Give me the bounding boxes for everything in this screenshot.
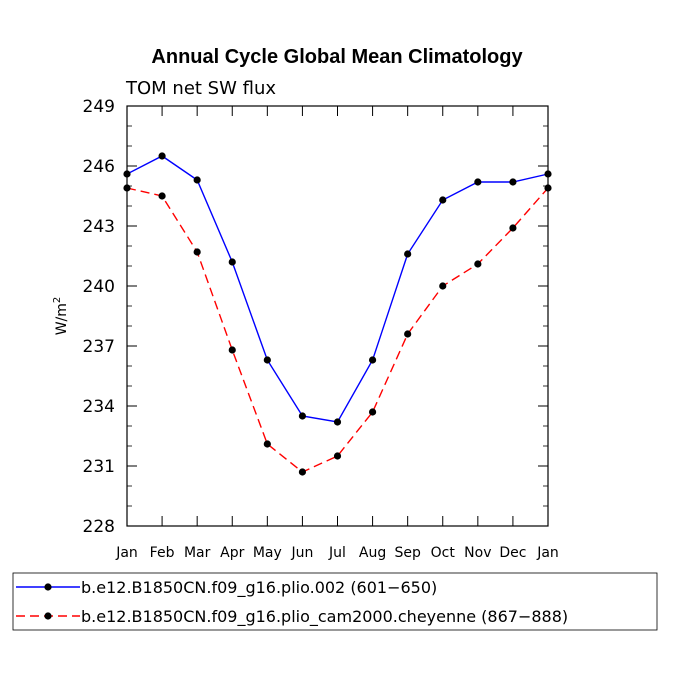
x-tick-label: Dec <box>499 545 526 561</box>
x-tick-label: Jun <box>290 545 313 561</box>
x-tick-label: Apr <box>220 545 244 561</box>
series-1 <box>123 152 552 426</box>
legend-item-1: b.e12.B1850CN.f09_g16.plio.002 (601−650) <box>16 578 437 598</box>
data-point <box>333 418 342 426</box>
data-point <box>193 248 201 256</box>
data-point <box>404 250 412 258</box>
y-axis: 228 231 234 237 240 243 246 249 <box>83 97 548 537</box>
data-point <box>158 192 166 200</box>
data-point <box>474 260 482 268</box>
y-tick-label: 237 <box>83 337 115 357</box>
x-tick-label: Mar <box>184 545 211 561</box>
legend-label: b.e12.B1850CN.f09_g16.plio.002 (601−650) <box>81 578 437 598</box>
data-point <box>263 440 271 448</box>
data-point <box>193 176 201 184</box>
y-tick-label: 246 <box>83 157 115 177</box>
x-tick-label: May <box>253 545 282 561</box>
data-point <box>333 452 342 460</box>
series-line <box>126 155 549 423</box>
x-tick-label: Jul <box>328 545 346 561</box>
data-point <box>123 184 131 192</box>
y-tick-label: 228 <box>83 517 115 537</box>
y-axis-label-base: W/m <box>54 303 70 335</box>
legend-box <box>12 572 658 631</box>
series-2 <box>123 184 552 476</box>
y-axis-label-superscript: 2 <box>52 297 63 303</box>
data-point <box>368 408 377 416</box>
data-point <box>439 196 447 204</box>
data-point <box>509 224 517 232</box>
data-point <box>544 170 552 178</box>
x-tick-label: Feb <box>150 545 175 561</box>
data-point <box>228 346 236 354</box>
data-point <box>544 184 552 192</box>
series-layer <box>123 152 552 476</box>
data-point <box>474 178 482 186</box>
y-tick-label: 249 <box>83 97 115 117</box>
x-tick-label: Oct <box>431 545 456 561</box>
y-tick-label: 234 <box>83 397 115 417</box>
series-line <box>126 187 549 473</box>
x-tick-label: Aug <box>359 545 386 561</box>
data-point <box>228 258 236 266</box>
legend-item-2: b.e12.B1850CN.f09_g16.plio_cam2000.cheye… <box>16 607 568 627</box>
x-tick-label: Sep <box>394 545 421 561</box>
data-point <box>298 412 307 420</box>
legend: b.e12.B1850CN.f09_g16.plio.002 (601−650)… <box>12 572 658 631</box>
data-point <box>263 356 271 364</box>
data-point <box>158 152 166 160</box>
data-point <box>123 170 131 178</box>
x-tick-label: Nov <box>464 545 491 561</box>
y-axis-label: W/m2 <box>52 297 70 336</box>
x-axis: Jan Feb Mar Apr May Jun Jul Aug Sep Oct Nov Dec Jan <box>115 106 559 561</box>
data-point <box>439 282 447 290</box>
x-tick-label: Jan <box>115 545 138 561</box>
x-tick-label: Jan <box>536 545 559 561</box>
y-tick-label: 240 <box>83 277 115 297</box>
chart-title: Annual Cycle Global Mean Climatology <box>151 46 523 68</box>
data-point <box>298 468 307 476</box>
legend-marker <box>44 583 52 591</box>
chart-subtitle: TOM net SW flux <box>125 78 276 99</box>
data-point <box>509 178 517 186</box>
data-point <box>368 356 377 364</box>
y-tick-label: 231 <box>83 457 115 477</box>
plot-frame <box>126 105 549 527</box>
legend-marker <box>44 612 52 620</box>
data-point <box>404 330 412 338</box>
legend-label: b.e12.B1850CN.f09_g16.plio_cam2000.cheye… <box>81 607 568 627</box>
y-tick-label: 243 <box>83 217 115 237</box>
